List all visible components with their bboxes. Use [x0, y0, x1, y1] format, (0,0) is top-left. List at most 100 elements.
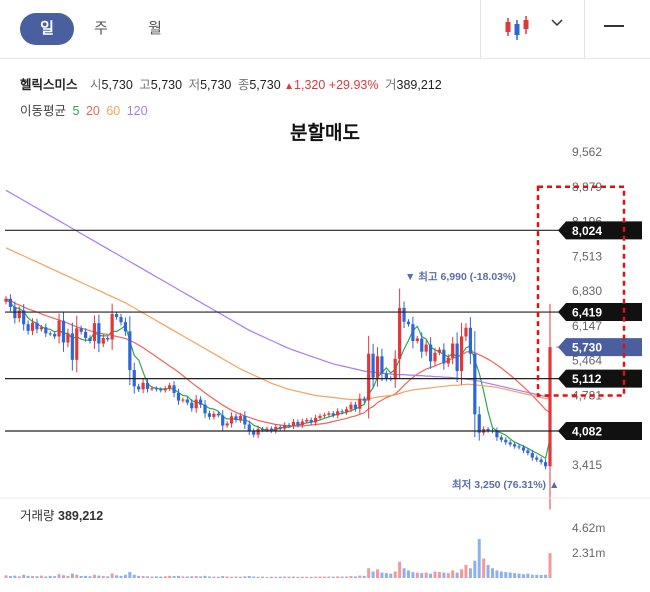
candle-body	[344, 409, 349, 413]
candle-body	[468, 327, 472, 354]
volume-bar	[482, 558, 486, 578]
ma-line-60	[5, 247, 550, 401]
volume-bar	[424, 572, 428, 578]
chevron-down-icon[interactable]	[551, 18, 563, 28]
y-tick-label: 7,513	[572, 249, 602, 263]
candle-body	[539, 459, 543, 463]
candle-body	[283, 425, 287, 429]
candle-body	[97, 323, 101, 344]
candle-body	[238, 415, 243, 420]
volume-bar	[216, 576, 220, 578]
volume-bar	[345, 576, 349, 578]
level-label: 4,082	[572, 425, 602, 439]
candle-body	[168, 385, 172, 389]
volume-bar	[491, 568, 495, 578]
volume-bar	[221, 576, 225, 578]
collapse-button[interactable]	[604, 25, 624, 27]
highlight-box	[536, 185, 626, 397]
candle-body	[384, 373, 388, 379]
candle-body	[247, 424, 251, 432]
candle-body	[398, 307, 402, 359]
header-divider	[0, 58, 650, 59]
volume-bar	[433, 571, 437, 578]
candle-body	[296, 421, 300, 426]
candle-body	[349, 404, 353, 410]
tab-day[interactable]: 일	[20, 13, 74, 45]
volume-bar	[526, 573, 530, 578]
volume-bar	[265, 576, 269, 578]
tab-week[interactable]: 주	[94, 20, 108, 37]
level-badge	[558, 422, 642, 441]
volume-bar	[194, 576, 198, 578]
ma-legend-label: 이동평균	[20, 104, 67, 118]
volume-bar	[353, 576, 357, 578]
y-tick-label: 9,562	[572, 145, 602, 159]
candle-body	[464, 327, 468, 337]
candle-body	[57, 320, 61, 337]
candle-body	[371, 353, 375, 378]
candle-body	[309, 419, 313, 423]
candle-body	[300, 421, 304, 426]
volume-bar	[274, 576, 278, 578]
volume-bar	[31, 576, 35, 578]
level-label: 6,419	[572, 306, 602, 320]
tab-month[interactable]: 월	[148, 20, 162, 37]
ma-line-20	[5, 298, 551, 427]
volume-bar	[322, 576, 326, 578]
candle-body	[415, 338, 419, 342]
volume-panel-value: 389,212	[58, 509, 104, 523]
candle-body	[154, 388, 158, 390]
volume-bar	[420, 573, 424, 578]
candle-body	[150, 388, 154, 390]
candle-body	[473, 353, 477, 415]
candle-body	[305, 419, 309, 422]
volume-bar	[393, 571, 397, 578]
volume-bar	[181, 576, 185, 578]
candle-body	[513, 444, 517, 447]
candle-body	[163, 388, 167, 391]
candle-body	[442, 349, 446, 364]
candle-body	[221, 415, 225, 426]
volume-bar	[305, 576, 309, 578]
volume-bar	[159, 576, 163, 578]
volume-bar	[8, 576, 12, 578]
candle-body	[39, 327, 43, 330]
candle-body	[256, 429, 260, 435]
candle-body	[548, 347, 552, 467]
volume-bar	[17, 576, 21, 578]
volume-bar	[61, 575, 65, 578]
high-annotation: ▼ 최고 6,990 (-18.03%)	[405, 270, 516, 283]
volume-bar	[66, 575, 70, 578]
volume-bar	[499, 571, 503, 578]
candle-body	[411, 324, 415, 342]
candle-body	[433, 352, 437, 362]
candle-body	[141, 382, 145, 390]
candle-body	[535, 457, 539, 460]
volume-bar	[380, 572, 384, 578]
volume-bar	[75, 574, 79, 578]
candle-body	[278, 427, 282, 429]
candle-body	[199, 399, 203, 405]
candlestick-icon[interactable]	[503, 14, 531, 42]
candle-body	[353, 404, 357, 409]
low-value: 5,730	[200, 78, 232, 92]
volume-bar	[185, 576, 189, 578]
volume-bar	[128, 572, 132, 578]
candle-body	[75, 328, 79, 360]
candle-body	[53, 333, 57, 337]
volume-bar	[146, 576, 150, 578]
candle-body	[243, 415, 247, 425]
candle-body	[336, 411, 340, 416]
volume-bar	[508, 572, 512, 578]
stock-name: 헬릭스미스	[20, 78, 78, 92]
volume-bar	[415, 572, 419, 578]
candle-body	[137, 386, 141, 390]
candle-body	[269, 428, 273, 431]
volume-bar	[172, 576, 176, 578]
volume-bar	[150, 576, 154, 578]
candle-body	[428, 344, 433, 362]
volume-bar	[207, 576, 211, 578]
level-badge	[558, 221, 642, 240]
volume-bar	[406, 570, 410, 578]
